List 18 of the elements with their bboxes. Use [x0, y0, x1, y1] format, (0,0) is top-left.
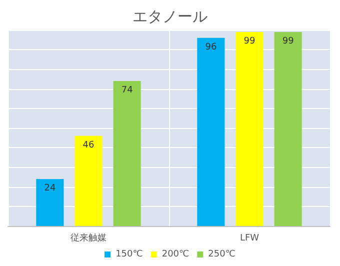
- bar: [274, 32, 302, 226]
- legend-label: 250℃: [208, 250, 236, 260]
- bar: [74, 136, 102, 226]
- legend-label: 150℃: [116, 250, 143, 260]
- chart-title: エタノール: [132, 8, 208, 26]
- data-label: 96: [205, 42, 217, 52]
- data-label: 46: [82, 140, 94, 150]
- bar: [113, 80, 141, 226]
- data-label: 99: [282, 36, 294, 46]
- data-label: 74: [121, 85, 134, 96]
- bar: [197, 38, 225, 226]
- x-tick-label: LFW: [240, 234, 260, 244]
- data-label: 24: [44, 183, 56, 194]
- x-tick-label: 従来触媒: [70, 232, 106, 244]
- bar: [36, 178, 64, 226]
- bar: [236, 32, 264, 226]
- legend-label: 200℃: [162, 250, 190, 260]
- data-label: 99: [244, 36, 256, 46]
